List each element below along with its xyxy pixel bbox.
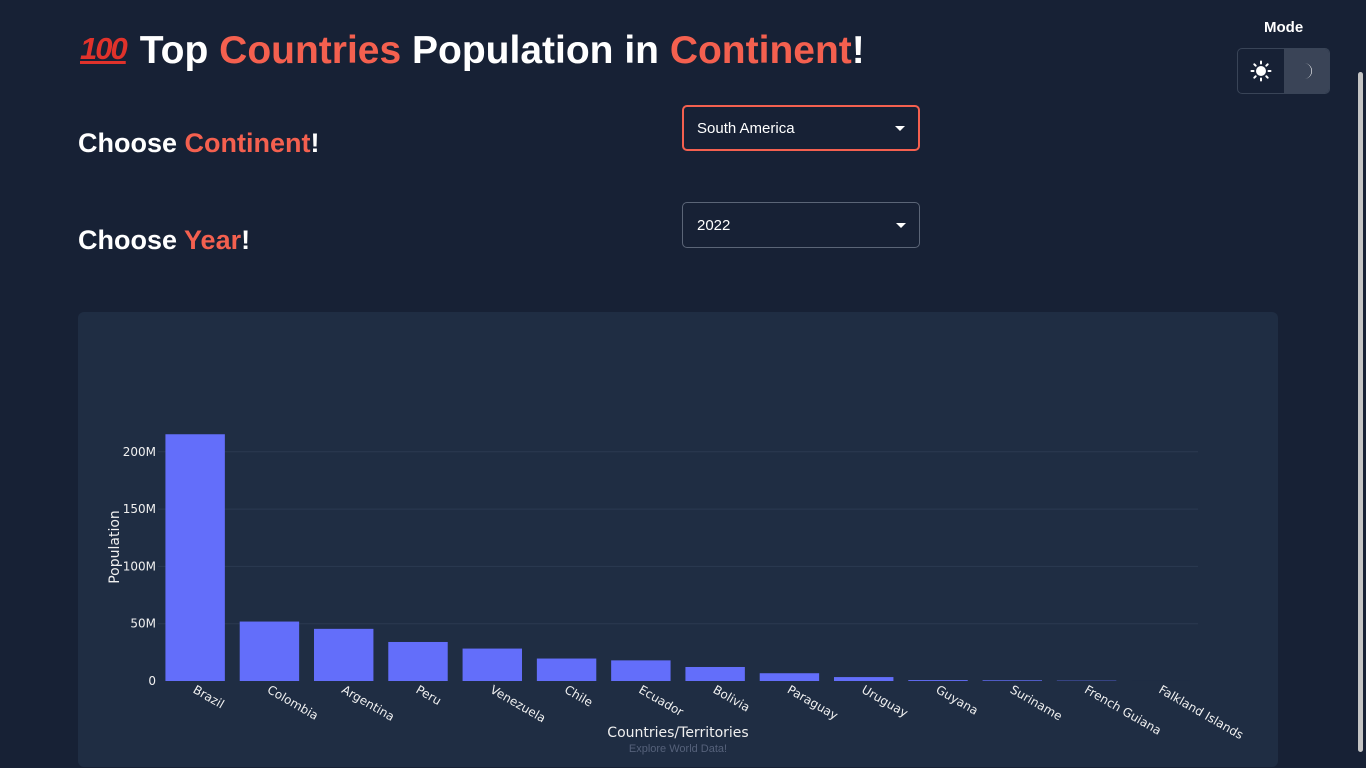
dark-mode-button[interactable] bbox=[1283, 49, 1329, 93]
gridlines bbox=[158, 451, 1198, 625]
continent-dropdown[interactable]: South America bbox=[682, 105, 920, 151]
mode-label: Mode bbox=[1264, 19, 1304, 36]
bar-chile[interactable] bbox=[536, 658, 597, 681]
bar-suriname[interactable] bbox=[982, 680, 1042, 681]
continent-dropdown-value: South America bbox=[697, 119, 795, 137]
x-tick-label: Colombia bbox=[265, 682, 321, 722]
continent-label-part-3: ! bbox=[310, 128, 320, 158]
bar-peru[interactable] bbox=[388, 641, 448, 681]
x-tick-label: Argentina bbox=[339, 682, 397, 723]
x-tick-label: Ecuador bbox=[636, 682, 686, 719]
year-label-part-3: ! bbox=[241, 225, 251, 255]
x-tick-label: Suriname bbox=[1008, 682, 1065, 723]
continent-label: Choose Continent! bbox=[78, 128, 320, 159]
title-part-2: Countries bbox=[219, 29, 402, 72]
x-tick-label: Brazil bbox=[191, 682, 227, 711]
page-title: 100 Top Countries Population in Continent… bbox=[80, 26, 865, 76]
title-part-3: Population in bbox=[401, 29, 670, 72]
x-tick-label: Venezuela bbox=[488, 682, 548, 725]
bar-paraguay[interactable] bbox=[759, 673, 820, 681]
x-tick-label: Peru bbox=[414, 682, 444, 707]
x-axis-title: Countries/Territories bbox=[607, 725, 748, 741]
x-tick-label: Uruguay bbox=[859, 682, 910, 720]
bar-uruguay[interactable] bbox=[834, 677, 894, 681]
year-dropdown[interactable]: 2022 bbox=[682, 202, 920, 248]
x-tick-label: Chile bbox=[562, 682, 595, 709]
y-tick-labels: 0 50M 100M 150M 200M bbox=[123, 445, 156, 688]
sun-icon bbox=[1250, 60, 1272, 82]
x-tick-label: Guyana bbox=[934, 682, 981, 717]
bar-ecuador[interactable] bbox=[611, 660, 671, 681]
y-tick-label: 100M bbox=[123, 559, 156, 573]
y-tick-label: 150M bbox=[123, 502, 156, 516]
year-dropdown-value: 2022 bbox=[697, 216, 731, 234]
population-chart-card: 0 50M 100M 150M 200M Brazil Colombia Argentina… bbox=[78, 312, 1278, 767]
bar-colombia[interactable] bbox=[239, 621, 300, 681]
bar-venezuela[interactable] bbox=[462, 648, 522, 681]
footer-text: Explore World Data! bbox=[629, 743, 727, 755]
year-label: Choose Year! bbox=[78, 225, 250, 256]
y-tick-label: 0 bbox=[148, 674, 156, 688]
moon-icon bbox=[1304, 63, 1313, 79]
x-tick-label: Bolivia bbox=[711, 682, 753, 714]
bar-guyana[interactable] bbox=[908, 680, 968, 681]
continent-label-part-2: Continent bbox=[184, 128, 311, 158]
mode-toggle[interactable] bbox=[1237, 48, 1330, 94]
continent-label-part-1: Choose bbox=[78, 128, 185, 158]
year-label-part-1: Choose bbox=[78, 225, 185, 255]
year-label-part-2: Year bbox=[184, 225, 242, 255]
bars bbox=[165, 434, 1191, 681]
x-tick-label: Paraguay bbox=[785, 682, 841, 722]
bar-argentina[interactable] bbox=[314, 628, 374, 681]
title-part-5: ! bbox=[851, 29, 865, 72]
y-tick-label: 50M bbox=[130, 617, 156, 631]
caret-down-icon bbox=[896, 223, 906, 228]
bar-brazil[interactable] bbox=[165, 434, 225, 681]
population-bar-chart: 0 50M 100M 150M 200M Brazil Colombia Argentina… bbox=[107, 434, 1246, 755]
title-part-1: Top bbox=[139, 29, 220, 72]
caret-down-icon bbox=[895, 126, 905, 131]
x-tick-label: French Guiana bbox=[1082, 682, 1164, 737]
page-scrollbar[interactable] bbox=[1358, 72, 1363, 752]
bar-bolivia[interactable] bbox=[685, 666, 745, 681]
y-tick-label: 200M bbox=[123, 445, 156, 459]
y-axis-title: Population bbox=[107, 510, 123, 584]
title-part-4: Continent bbox=[669, 29, 852, 72]
x-tick-label: Falkland Islands bbox=[1156, 682, 1245, 742]
light-mode-button[interactable] bbox=[1238, 49, 1284, 93]
hundred-points-icon: 100 bbox=[80, 31, 128, 66]
